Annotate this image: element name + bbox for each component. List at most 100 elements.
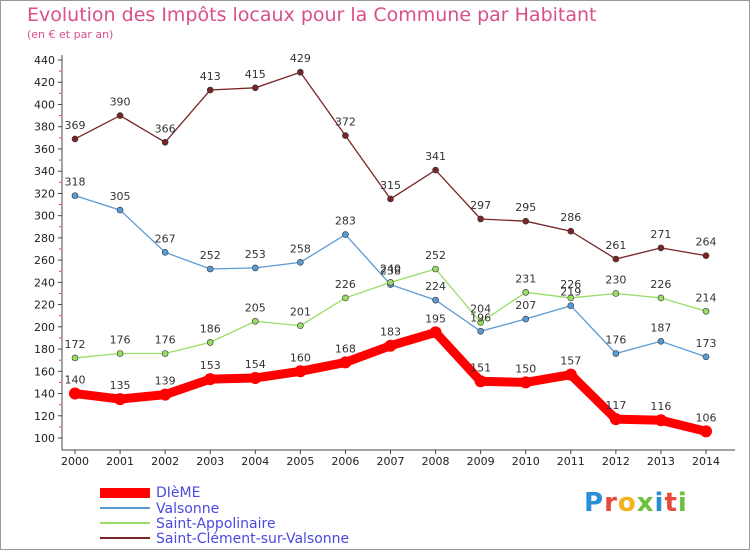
chart-title: Evolution des Impôts locaux pour la Comm… <box>27 4 597 26</box>
data-label: 117 <box>605 399 626 412</box>
data-point <box>71 135 79 143</box>
y-tick-label: 400 <box>34 98 55 111</box>
data-label: 390 <box>110 96 131 109</box>
data-point <box>657 244 665 252</box>
data-point <box>700 425 712 438</box>
y-tick-label: 260 <box>34 254 55 267</box>
data-point <box>387 279 394 286</box>
data-point <box>251 317 259 325</box>
x-tick-label: 2010 <box>512 455 540 468</box>
x-tick-label: 2006 <box>331 455 359 468</box>
data-label: 150 <box>515 362 536 375</box>
data-label: 366 <box>155 122 176 135</box>
data-point <box>519 376 532 389</box>
data-point <box>206 339 214 346</box>
data-point <box>161 138 169 146</box>
data-label: 318 <box>65 176 86 189</box>
data-label: 252 <box>425 249 446 262</box>
data-point <box>159 388 172 401</box>
data-label: 341 <box>425 150 446 163</box>
data-label: 205 <box>245 301 266 314</box>
data-point <box>204 373 217 386</box>
data-label: 153 <box>200 359 221 372</box>
data-point <box>432 166 439 174</box>
data-label: 271 <box>650 228 671 241</box>
legend-label-saint-appolinaire: Saint-Appolinaire <box>156 516 276 532</box>
data-label: 240 <box>380 262 401 275</box>
data-point <box>429 326 442 339</box>
y-tick-label: 320 <box>34 187 55 200</box>
data-point <box>249 371 262 384</box>
data-point <box>474 375 487 388</box>
data-label: 195 <box>425 312 446 325</box>
data-label: 204 <box>470 302 491 315</box>
data-label: 116 <box>650 400 671 413</box>
data-label: 219 <box>560 286 581 299</box>
y-tick-label: 140 <box>34 388 55 401</box>
data-label: 286 <box>560 211 581 224</box>
data-point <box>567 294 575 302</box>
data-point <box>116 206 124 214</box>
x-tick-label: 2007 <box>377 455 405 468</box>
x-tick-label: 2005 <box>286 455 314 468</box>
proxiti-logo: Proxiti <box>584 488 688 518</box>
x-tick-label: 2002 <box>151 455 179 468</box>
y-tick-label: 420 <box>34 76 55 89</box>
data-point <box>206 86 214 94</box>
x-tick-label: 2012 <box>602 455 630 468</box>
y-tick-label: 380 <box>34 121 55 134</box>
data-label: 187 <box>650 321 671 334</box>
x-tick-label: 2014 <box>692 455 720 468</box>
data-point <box>161 350 169 357</box>
data-label: 224 <box>425 280 446 293</box>
data-label: 258 <box>290 242 311 255</box>
series-line-saint-cl-ment-sur-valsonne <box>74 71 707 260</box>
x-tick-label: 2001 <box>106 455 134 468</box>
data-point <box>702 307 710 315</box>
data-point <box>339 356 352 369</box>
data-label: 139 <box>155 375 176 388</box>
data-label: 201 <box>290 306 311 319</box>
legend-swatch-saint-appolinaire <box>100 522 150 524</box>
data-label: 252 <box>200 249 221 262</box>
data-point <box>477 327 484 335</box>
x-tick-label: 2011 <box>557 455 585 468</box>
chart-subtitle: (en € et par an) <box>27 28 114 41</box>
data-point <box>71 354 79 362</box>
data-point <box>522 217 530 225</box>
y-tick-label: 160 <box>34 365 55 378</box>
y-tick-label: 120 <box>34 410 55 423</box>
data-point <box>567 302 575 310</box>
y-tick-label: 220 <box>34 299 55 312</box>
data-point <box>384 339 397 352</box>
y-tick-label: 200 <box>34 321 55 334</box>
data-label: 429 <box>290 52 311 65</box>
y-tick-label: 240 <box>34 276 55 289</box>
data-point <box>114 393 127 406</box>
x-tick-label: 2009 <box>467 455 495 468</box>
data-point <box>612 290 620 297</box>
data-point <box>612 255 620 263</box>
data-point <box>612 350 620 357</box>
data-label: 160 <box>290 351 311 364</box>
data-point <box>342 132 349 139</box>
data-label: 140 <box>65 374 86 387</box>
data-point <box>432 265 439 273</box>
data-label: 207 <box>515 299 536 312</box>
data-point <box>477 215 484 223</box>
x-tick-label: 2013 <box>647 455 675 468</box>
data-point <box>342 231 349 238</box>
legend-swatch-valsonne <box>100 507 150 509</box>
data-label: 214 <box>696 291 717 304</box>
legend-swatch-dieme <box>100 488 150 498</box>
data-label: 295 <box>515 201 536 214</box>
data-point <box>702 353 710 361</box>
data-label: 297 <box>470 199 491 212</box>
x-tick-label: 2003 <box>196 455 224 468</box>
data-point <box>161 249 169 256</box>
y-tick-label: 300 <box>34 210 55 223</box>
data-point <box>564 368 577 381</box>
data-label: 415 <box>245 68 266 81</box>
